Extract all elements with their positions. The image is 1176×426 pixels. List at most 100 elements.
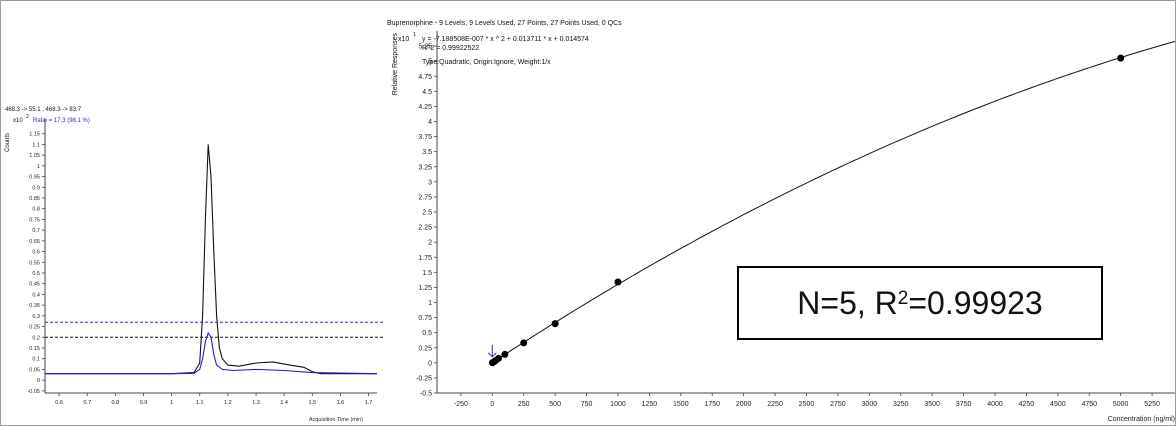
x-tick-label: 1.2 (224, 400, 232, 406)
y-tick-label: 0.25 (29, 325, 40, 331)
y-axis-title: Relative Responses (392, 33, 399, 96)
x-tick-label: 1.6 (337, 400, 345, 406)
x-tick-label: 0.6 (55, 400, 63, 406)
y-tick-label: 1 (37, 164, 40, 170)
y-tick-label: 0.05 (29, 367, 40, 373)
y-tick-label: 0.65 (29, 239, 40, 245)
y-tick-label: 0.35 (29, 303, 40, 309)
x-tick-label: 0.9 (140, 400, 148, 406)
x-tick-label: -250 (454, 401, 468, 408)
y-tick-label: 2.25 (418, 225, 432, 232)
x-tick-label: 1.4 (280, 400, 288, 406)
y-tick-label: 4.75 (418, 74, 432, 81)
y-tick-label: 0.55 (29, 260, 40, 266)
x-tick-label: 3500 (924, 401, 940, 408)
annotation-superscript: 2 (897, 288, 909, 309)
y-tick-label: 0.75 (418, 315, 432, 322)
fit-curve (492, 40, 1175, 364)
y-tick-label: 0.3 (32, 314, 40, 320)
x-tick-label: 3250 (893, 401, 909, 408)
x-tick-label: 500 (549, 401, 561, 408)
x-tick-label: 1250 (642, 401, 658, 408)
calibration-point (614, 278, 622, 286)
y-axis-title: Counts (5, 133, 11, 152)
y-tick-label: -0.05 (27, 389, 40, 395)
x-tick-label: 4750 (1081, 401, 1097, 408)
y-tick-label: 5.25 (418, 44, 432, 51)
x-tick-label: 250 (518, 401, 530, 408)
y-multiplier: x10 (398, 36, 409, 43)
y-tick-label: 2.75 (418, 194, 432, 201)
x-tick-label: 1.1 (196, 400, 204, 406)
calibration-point (495, 354, 503, 362)
y-tick-label: 4 (428, 119, 432, 126)
x-tick-label: 1.5 (308, 400, 316, 406)
x-tick-label: 2250 (767, 401, 783, 408)
fit-equation: y = -7.188508E-007 * x ^ 2 + 0.013711 * … (422, 36, 589, 43)
x-tick-label: 2000 (736, 401, 752, 408)
x-tick-label: 2500 (799, 401, 815, 408)
x-tick-label: 1500 (673, 401, 689, 408)
calibration-point (1117, 54, 1125, 62)
calibration-point (520, 339, 528, 347)
y-tick-label: 0.15 (29, 346, 40, 352)
y-tick-label: 3.5 (422, 149, 432, 156)
x-tick-label: 1000 (610, 401, 626, 408)
x-axis-title: Acquisition Time (min) (309, 417, 363, 423)
r-squared-label: R^2 = 0.99922522 (422, 45, 479, 52)
calibration-title: Buprenorphine - 9 Levels, 9 Levels Used,… (387, 20, 622, 27)
y-tick-label: 0.85 (29, 196, 40, 202)
y-tick-label: 1.75 (418, 255, 432, 262)
x-tick-label: 1 (170, 400, 173, 406)
y-tick-label: 1.25 (418, 285, 432, 292)
y-tick-label: 0.2 (32, 335, 40, 341)
y-tick-label: 4.25 (418, 104, 432, 111)
y-tick-label: 4.5 (422, 89, 432, 96)
y-tick-label: 1.15 (29, 132, 40, 138)
x-axis-title: Concentration (ng/ml) (1108, 416, 1175, 423)
y-multiplier: x10 (13, 118, 23, 124)
fit-type-label: Type:Quadratic, Origin:Ignore, Weight:1/… (422, 59, 551, 66)
x-tick-label: 4000 (987, 401, 1003, 408)
y-tick-label: 3.25 (418, 164, 432, 171)
y-tick-label: -0.5 (420, 391, 432, 398)
y-tick-label: 0.7 (32, 228, 40, 234)
y-exponent: 2 (26, 114, 29, 120)
y-tick-label: 3.75 (418, 134, 432, 141)
ratio-label: Ratio = 17.3 (98.1 %) (33, 118, 90, 124)
chromatogram-chart: 468.3 -> 55.1 , 468.3 -> 83.7 Ratio = 17.… (5, 107, 383, 423)
y-tick-label: 0.8 (32, 207, 40, 213)
x-tick-label: 0.7 (83, 400, 91, 406)
mrm-header: 468.3 -> 55.1 , 468.3 -> 83.7 (5, 107, 82, 113)
y-tick-label: 0.5 (32, 271, 40, 277)
x-tick-label: 1.7 (365, 400, 373, 406)
y-tick-label: 0 (428, 360, 432, 367)
y-tick-label: 1.1 (32, 142, 40, 148)
x-tick-label: 3750 (956, 401, 972, 408)
y-tick-label: 0.95 (29, 175, 40, 181)
calibration-curve-chart: Buprenorphine - 9 Levels, 9 Levels Used,… (387, 20, 1175, 423)
x-tick-label: 5250 (1144, 401, 1160, 408)
x-tick-label: 4250 (1019, 401, 1035, 408)
x-tick-label: 3000 (862, 401, 878, 408)
x-tick-label: 0 (490, 401, 494, 408)
qualifier-trace (45, 331, 378, 375)
y-tick-label: 0.5 (422, 330, 432, 337)
y-tick-label: 0.1 (32, 357, 40, 363)
x-tick-label: 1.3 (252, 400, 260, 406)
y-tick-label: 5 (428, 59, 432, 66)
x-tick-label: 1750 (704, 401, 720, 408)
calibration-point (501, 350, 509, 358)
annotation-prefix: N=5, R (797, 284, 898, 321)
y-tick-label: -0.25 (416, 375, 432, 382)
y-tick-label: 0 (37, 378, 40, 384)
y-tick-label: 2 (428, 240, 432, 247)
x-tick-label: 5000 (1113, 401, 1129, 408)
annotation-box: N=5, R 2 =0.99923 (737, 266, 1103, 340)
y-tick-label: 0.4 (32, 292, 40, 298)
x-tick-label: 2750 (830, 401, 846, 408)
y-tick-label: 1 (428, 300, 432, 307)
calibration-point (551, 320, 559, 328)
y-tick-label: 1.5 (422, 270, 432, 277)
